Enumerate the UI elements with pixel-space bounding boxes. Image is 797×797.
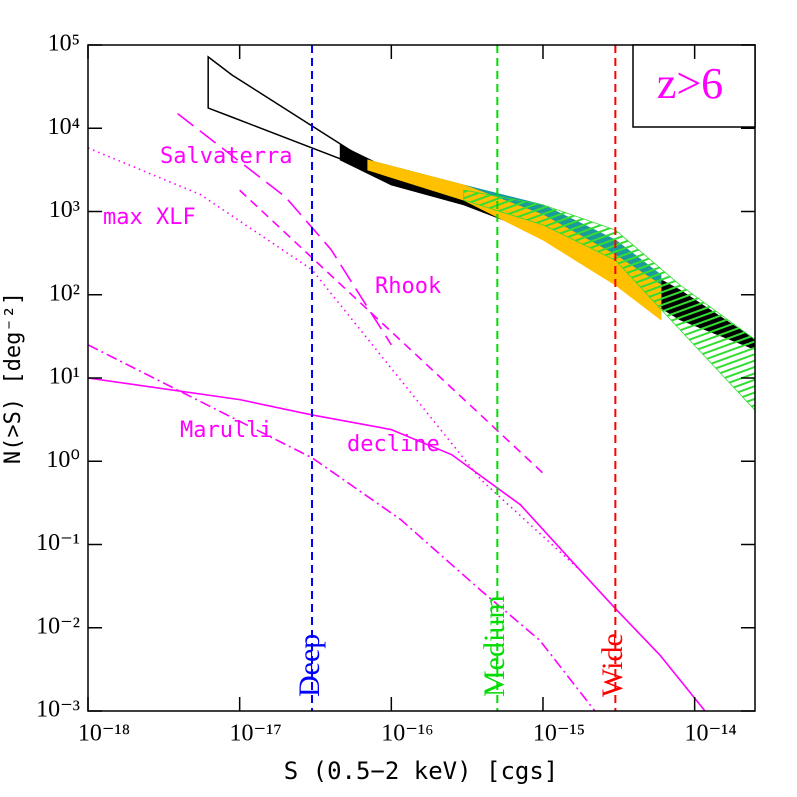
y-axis-label: N(>S) [deg⁻²]	[1, 292, 26, 464]
y-tick-label: 10⁵	[48, 31, 80, 57]
x-tick-label: 10⁻¹⁸	[78, 721, 130, 747]
y-tick-label: 10⁴	[48, 114, 80, 140]
survey-label: Deep	[293, 634, 326, 697]
line	[239, 189, 544, 474]
y-tick-label: 10⁻¹	[36, 530, 80, 556]
y-tick-label: 10⁰	[46, 447, 80, 473]
x-tick-label: 10⁻¹⁵	[533, 721, 585, 747]
x-tick-label: 10⁻¹⁷	[230, 721, 282, 747]
y-tick-label: 10²	[49, 280, 80, 306]
line	[88, 344, 596, 711]
y-tick-label: 10⁻³	[36, 697, 80, 723]
series-label: max XLF	[103, 205, 196, 230]
x-tick-label: 10⁻¹⁴	[685, 721, 737, 747]
series-label: decline	[347, 432, 440, 457]
band	[463, 189, 755, 411]
x-axis-label: S (0.5−2 keV) [cgs]	[284, 757, 559, 785]
series-label: Marulli	[180, 418, 273, 443]
survey-label: Wide	[596, 633, 629, 697]
y-tick-label: 10³	[49, 197, 80, 223]
plot-area	[88, 45, 755, 711]
line	[177, 112, 393, 346]
survey-label: Medium	[478, 595, 511, 697]
line	[88, 377, 706, 711]
x-tick-label: 10⁻¹⁶	[381, 721, 433, 747]
series-label: Salvaterra	[160, 144, 292, 169]
y-tick-label: 10⁻²	[36, 613, 80, 639]
series-label: Rhook	[375, 274, 441, 299]
y-tick-label: 10¹	[49, 364, 80, 390]
annotation: z>6	[657, 59, 723, 108]
